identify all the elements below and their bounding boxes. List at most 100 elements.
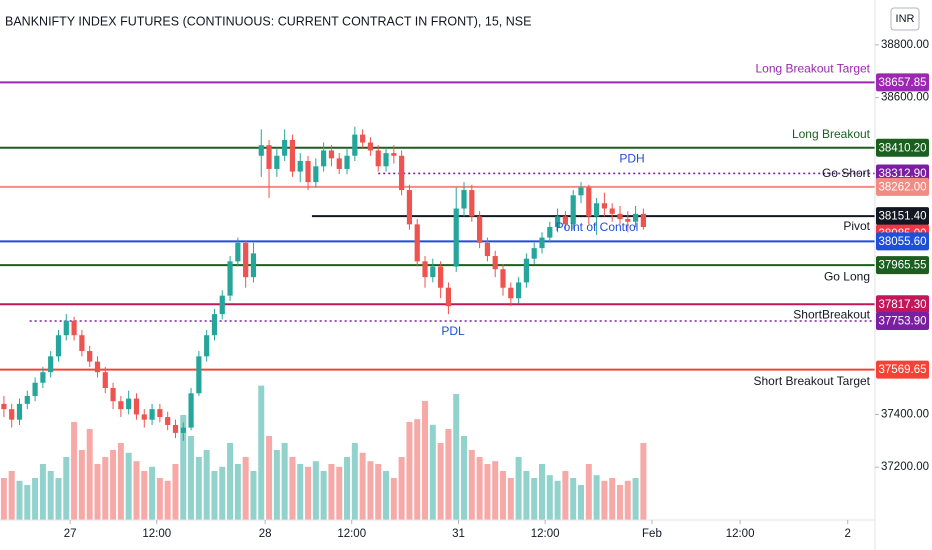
candle-body [71, 320, 77, 336]
level-name: Point of Control [556, 220, 639, 234]
volume-bar [359, 452, 366, 520]
volume-bar [383, 471, 390, 520]
volume-bar [203, 450, 210, 520]
candle-body [422, 261, 428, 278]
candle-body [484, 242, 491, 257]
candle-body [321, 150, 327, 167]
volume-bar [351, 443, 358, 520]
volume-bar [461, 436, 468, 520]
volume-bar [266, 436, 273, 520]
volume-bar [336, 466, 343, 520]
candle-body [165, 417, 171, 425]
candle-body [593, 203, 600, 217]
candle-body [461, 190, 467, 209]
candle-body [211, 314, 218, 336]
candle-body [609, 208, 615, 214]
volume-bar [219, 466, 226, 520]
x-tick-label: 12:00 [337, 528, 366, 540]
candle-body [640, 213, 646, 228]
volume-bar [616, 485, 623, 520]
candle-body [539, 237, 545, 249]
level-name: Long Breakout [792, 127, 871, 141]
candle-body [438, 266, 444, 288]
candle-body [32, 382, 38, 396]
candle-body [414, 224, 420, 262]
volume-bar [539, 464, 546, 520]
candle-body [508, 287, 514, 299]
volume-bar [242, 457, 249, 520]
candle-body [469, 190, 475, 217]
currency[interactable]: INR [896, 13, 915, 25]
candle-body [204, 335, 210, 357]
volume-bar [188, 436, 195, 520]
candle-body [500, 269, 506, 288]
volume-bar [156, 478, 163, 520]
candle-body [360, 134, 366, 143]
volume-bar [570, 478, 577, 520]
chart-title: BANKNIFTY INDEX FUTURES (CONTINUOUS: CUR… [5, 14, 531, 28]
candle-body [118, 401, 124, 410]
volume-bar [445, 429, 452, 520]
volume-bar [39, 464, 46, 520]
y-tick-label: 38800.00 [881, 39, 929, 51]
candle-body [110, 388, 116, 402]
volume-bar [86, 429, 93, 520]
candle-body [445, 287, 452, 307]
candle-body [313, 166, 319, 183]
candle-body [63, 320, 69, 336]
volume-bar [484, 464, 491, 520]
candle-body [344, 155, 350, 169]
x-tick-label: 2 [845, 528, 851, 540]
candle-body [477, 216, 483, 243]
candle-body [133, 398, 140, 415]
candle-body [24, 395, 30, 404]
volume-bar [515, 457, 522, 520]
candle-body [149, 409, 155, 420]
candle-body [375, 150, 381, 167]
candle-body [336, 158, 342, 169]
volume-bar [328, 464, 335, 520]
candle-body [562, 216, 568, 225]
candle-body [391, 153, 397, 156]
candle-body [9, 409, 15, 420]
volume-bar [16, 480, 23, 520]
volume-bar [312, 461, 319, 520]
price-label: 37753.90 [879, 316, 927, 328]
candle-body [1, 403, 7, 410]
x-tick-label: 12:00 [142, 528, 171, 540]
volume-bar [577, 485, 584, 520]
volume-bar [0, 478, 7, 520]
x-tick-label: 31 [452, 528, 465, 540]
candle-body [266, 145, 272, 169]
volume-bar [398, 457, 405, 520]
volume-bar [367, 461, 374, 520]
price-box [876, 312, 929, 331]
price-label: 38312.90 [879, 168, 927, 180]
volume-bar [71, 422, 78, 520]
y-tick-label: 38600.00 [881, 92, 929, 104]
candle-body [632, 213, 639, 222]
volume-bar [406, 422, 413, 520]
candle-body [180, 427, 186, 433]
candle-body [578, 187, 584, 196]
level-name: Pivot [843, 219, 870, 233]
currency-box[interactable] [890, 7, 920, 31]
volume-bar [523, 471, 530, 520]
candle-body [172, 424, 179, 433]
volume-bar [297, 464, 304, 520]
volume-bar [164, 480, 171, 520]
level-name: Long Breakout Target [755, 62, 870, 76]
candle-body [258, 145, 264, 156]
candle-body [40, 372, 46, 383]
volume-bar [273, 450, 280, 520]
price-label: 37817.30 [879, 299, 927, 311]
candle-body [516, 282, 522, 299]
volume-bar [149, 466, 156, 520]
y-tick-label: 37400.00 [881, 408, 929, 420]
candle-body [570, 195, 576, 225]
level-name: PDH [619, 152, 644, 166]
price-axis [875, 0, 932, 550]
volume-bar [500, 471, 507, 520]
volume-bar [624, 480, 631, 520]
volume-bar [585, 464, 592, 520]
